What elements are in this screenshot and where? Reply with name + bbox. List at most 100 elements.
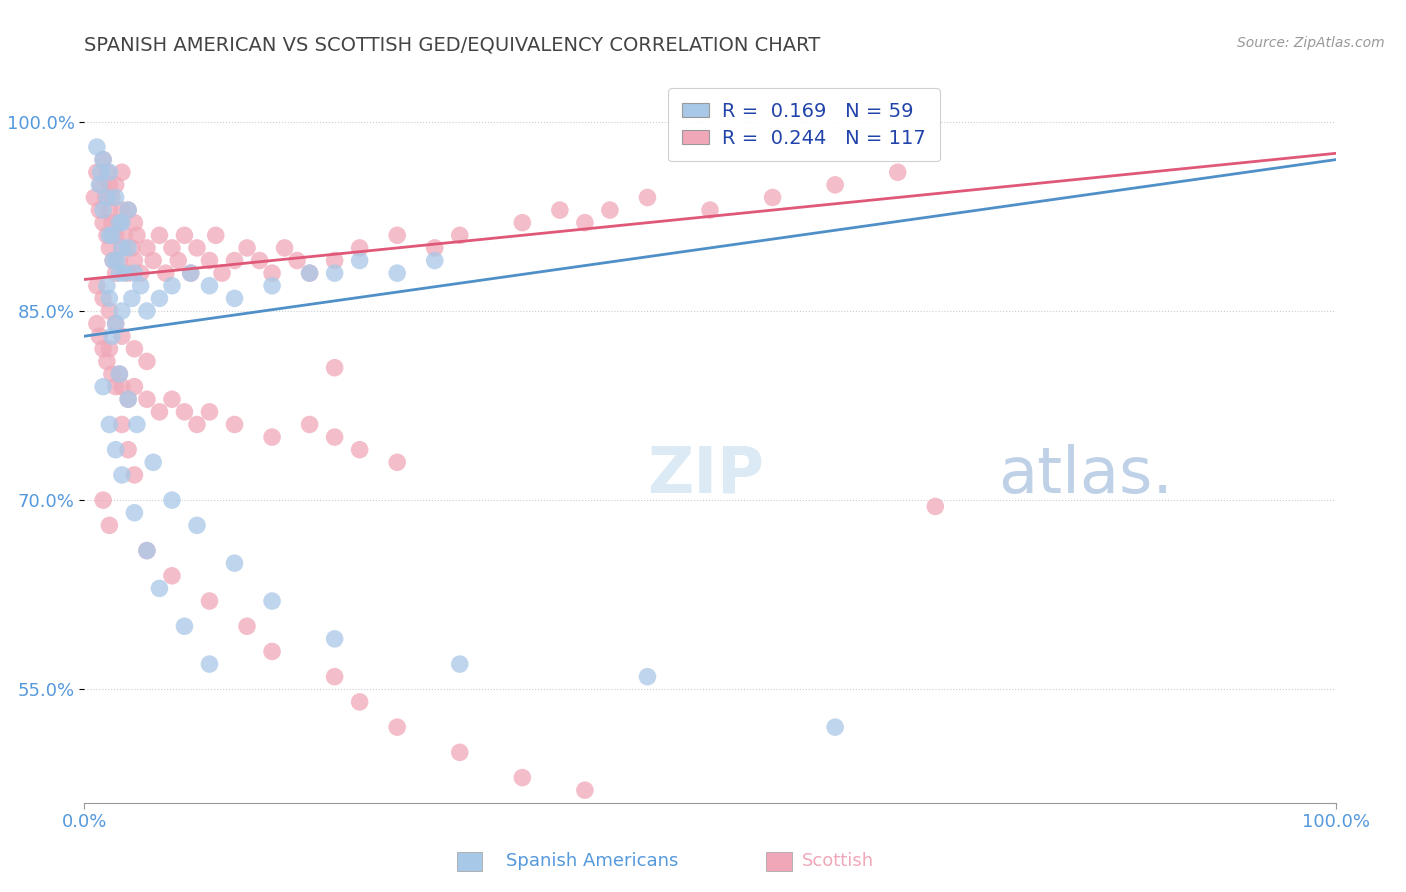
Point <box>180 266 202 280</box>
Point <box>91 291 114 305</box>
Point <box>142 455 165 469</box>
Text: atlas.: atlas. <box>998 444 1173 506</box>
Point <box>111 329 134 343</box>
Point <box>90 178 112 192</box>
Point <box>599 203 621 218</box>
Point <box>104 266 127 280</box>
Point <box>160 493 183 508</box>
Point <box>94 190 117 204</box>
Point <box>86 317 108 331</box>
Point <box>323 670 346 684</box>
Point <box>323 632 346 646</box>
Point <box>112 266 135 280</box>
Point <box>124 266 146 280</box>
Point <box>574 216 596 230</box>
Point <box>124 379 146 393</box>
Point <box>117 266 139 280</box>
Point <box>91 342 114 356</box>
Point <box>148 405 170 419</box>
Point <box>262 266 284 280</box>
Text: Scottish: Scottish <box>801 852 873 870</box>
Point <box>224 417 246 432</box>
Point <box>104 442 127 457</box>
Point <box>91 203 114 218</box>
Point <box>121 241 143 255</box>
Point <box>160 569 183 583</box>
Point <box>262 594 284 608</box>
Point <box>98 228 121 243</box>
Point <box>637 670 659 684</box>
Point <box>924 500 946 514</box>
Point <box>101 190 124 204</box>
Point <box>89 203 111 218</box>
Point <box>124 506 146 520</box>
Point <box>423 253 446 268</box>
Point <box>112 228 135 243</box>
Point <box>101 253 124 268</box>
Text: Source: ZipAtlas.com: Source: ZipAtlas.com <box>1237 36 1385 50</box>
Point <box>423 241 446 255</box>
Point <box>96 354 118 368</box>
Point <box>148 291 170 305</box>
Point <box>111 203 134 218</box>
Point <box>262 644 284 658</box>
Point <box>91 379 114 393</box>
Point <box>385 455 409 469</box>
Point <box>224 253 246 268</box>
Point <box>323 266 346 280</box>
Point <box>117 203 139 218</box>
Point <box>98 165 121 179</box>
Point <box>89 178 111 192</box>
Point <box>155 266 177 280</box>
Point <box>236 241 259 255</box>
Point <box>198 405 221 419</box>
Point <box>160 278 183 293</box>
Point <box>824 178 846 192</box>
Point <box>108 367 131 381</box>
Point <box>198 594 221 608</box>
Point <box>173 619 195 633</box>
Point <box>224 556 246 570</box>
Point <box>129 278 152 293</box>
Point <box>887 165 910 179</box>
Point <box>385 720 409 734</box>
Point <box>273 241 295 255</box>
Point <box>91 153 114 167</box>
Point <box>129 266 152 280</box>
Point <box>186 518 208 533</box>
Point <box>98 178 121 192</box>
Point <box>111 467 134 482</box>
Point <box>186 417 208 432</box>
Point <box>101 329 124 343</box>
Point <box>96 278 118 293</box>
Point <box>167 253 190 268</box>
Point <box>117 392 139 407</box>
Point <box>349 442 371 457</box>
Point <box>349 695 371 709</box>
Point <box>262 430 284 444</box>
Point <box>211 266 233 280</box>
Point <box>136 543 159 558</box>
Point <box>111 241 134 255</box>
Point <box>91 493 114 508</box>
Point <box>124 467 146 482</box>
Point <box>173 405 195 419</box>
Point <box>108 216 131 230</box>
Point <box>101 367 124 381</box>
Point <box>204 228 226 243</box>
Point <box>101 228 124 243</box>
Point <box>136 241 159 255</box>
Point <box>121 291 143 305</box>
Point <box>762 190 785 204</box>
Point <box>180 266 202 280</box>
Legend: R =  0.169   N = 59, R =  0.244   N = 117: R = 0.169 N = 59, R = 0.244 N = 117 <box>668 88 939 161</box>
Point <box>98 518 121 533</box>
Point <box>349 241 371 255</box>
Point <box>637 190 659 204</box>
Point <box>111 304 134 318</box>
Point <box>101 253 124 268</box>
Text: SPANISH AMERICAN VS SCOTTISH GED/EQUIVALENCY CORRELATION CHART: SPANISH AMERICAN VS SCOTTISH GED/EQUIVAL… <box>84 36 821 54</box>
Point <box>574 783 596 797</box>
Point <box>104 317 127 331</box>
Point <box>323 360 346 375</box>
